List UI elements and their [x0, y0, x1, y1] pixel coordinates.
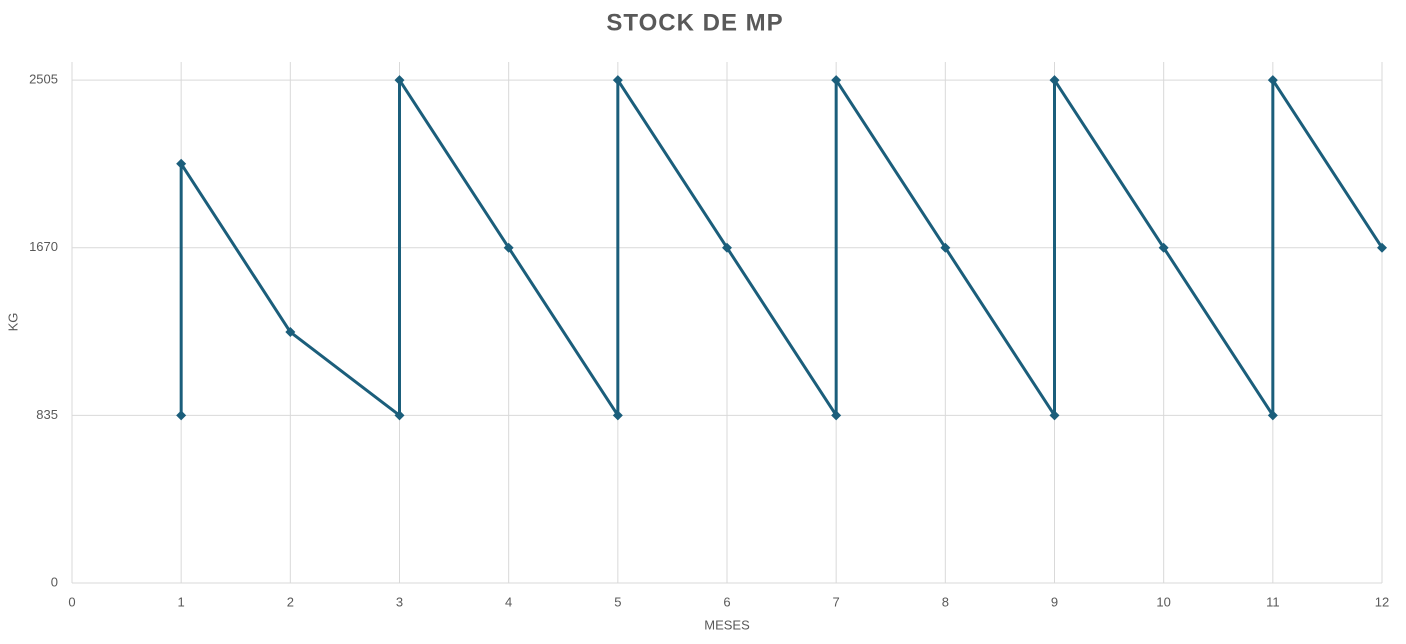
series-line: [179, 78, 1384, 417]
x-tick-label: 12: [1375, 594, 1389, 609]
data-point: [1049, 410, 1060, 421]
x-tick-label: 9: [1051, 594, 1058, 609]
x-tick-label: 4: [505, 594, 512, 609]
x-tick-label: 0: [68, 594, 75, 609]
data-point: [394, 75, 405, 86]
data-point: [1267, 410, 1278, 421]
data-point: [940, 242, 951, 253]
data-point: [1158, 242, 1169, 253]
data-point: [722, 242, 732, 253]
data-point: [831, 75, 842, 86]
data-point: [176, 158, 187, 169]
data-point: [285, 327, 296, 338]
x-tick-label: 5: [614, 594, 621, 609]
data-point: [1267, 75, 1278, 86]
y-tick-label: 0: [51, 574, 58, 589]
data-point: [394, 410, 405, 421]
y-tick-label: 835: [36, 407, 58, 422]
y-tick-label: 2505: [29, 72, 58, 87]
data-point: [831, 410, 842, 421]
data-point: [612, 410, 623, 421]
data-point: [503, 242, 514, 253]
y-axis-label: KG: [5, 313, 20, 332]
x-tick-label: 7: [833, 594, 840, 609]
x-tick-label: 3: [396, 594, 403, 609]
y-tick-label: 1670: [29, 239, 58, 254]
data-point: [1377, 242, 1387, 253]
data-point: [176, 410, 187, 421]
data-point: [1049, 75, 1060, 86]
x-tick-label: 10: [1156, 594, 1170, 609]
x-axis-label: MESES: [704, 617, 750, 632]
x-tick-label: 6: [723, 594, 730, 609]
x-tick-label: 2: [287, 594, 294, 609]
x-tick-label: 8: [942, 594, 949, 609]
data-point: [612, 75, 623, 86]
x-tick-label: 11: [1266, 594, 1280, 609]
chart-title: STOCK DE MP: [606, 9, 783, 36]
x-tick-label: 1: [178, 594, 185, 609]
